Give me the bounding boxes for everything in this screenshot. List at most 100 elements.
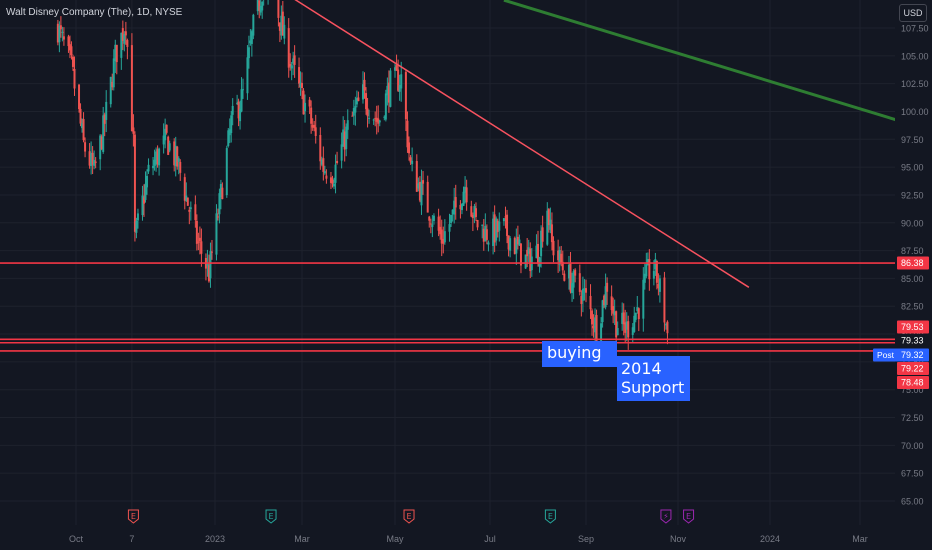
candle-body [527, 247, 530, 254]
candle-body [189, 207, 192, 210]
note-2014-support[interactable]: 2014 Support [617, 356, 690, 401]
candle-body [437, 216, 440, 231]
candle-body [404, 72, 407, 120]
candle-body [549, 219, 552, 230]
time-axis[interactable]: Oct 7 2023 Mar May Jul Sep Nov 2024 Mar [0, 525, 895, 550]
candle-body [81, 123, 84, 129]
candle-body [304, 102, 307, 112]
time-tick-label: Oct [69, 534, 84, 544]
candle-body [474, 208, 477, 217]
earnings-icon[interactable]: E [403, 509, 415, 524]
candle-body [482, 228, 485, 242]
candle-body [372, 119, 375, 121]
candle-body [400, 74, 403, 89]
earnings-icon[interactable]: E [683, 509, 695, 524]
candle-body [560, 253, 563, 263]
candle-body [141, 195, 144, 216]
candle-body [442, 238, 445, 244]
candle-body [411, 160, 414, 165]
candle-body [126, 40, 129, 47]
drawings[interactable] [0, 0, 913, 352]
candle-body [518, 239, 521, 246]
event-marker-letter: E [269, 512, 274, 521]
candle-body [158, 148, 161, 166]
candle-body [631, 327, 634, 335]
earnings-icon[interactable]: E [544, 509, 556, 524]
candle-body [195, 220, 198, 244]
earnings-icon[interactable]: E [265, 509, 277, 524]
currency-button[interactable]: USD [899, 4, 927, 22]
candle-body [308, 99, 311, 107]
earnings-icon[interactable]: E [127, 509, 139, 524]
candle-body [652, 270, 655, 279]
candle-body [261, 1, 264, 11]
candle-body [571, 283, 574, 294]
price-axis-bg [895, 0, 932, 550]
candle-body [666, 321, 669, 334]
candle-body [115, 44, 118, 63]
candle-body [663, 277, 666, 323]
candle-body [378, 120, 381, 123]
candle-body [320, 159, 323, 165]
candle-body [368, 117, 371, 119]
candle-body [194, 204, 197, 221]
downtrend-line[interactable] [287, 0, 750, 288]
candle-body [504, 216, 507, 218]
candle-body [642, 279, 645, 319]
candle-body [622, 312, 625, 325]
candle-body [561, 261, 564, 271]
candle-body [606, 282, 609, 292]
candle-body [293, 55, 296, 65]
candle-body [408, 142, 411, 154]
candle-body [311, 124, 314, 128]
candle-body [657, 283, 660, 289]
dividend-icon[interactable]: ⚡ [660, 509, 672, 524]
candle-body [406, 120, 409, 148]
candle-body [603, 295, 606, 306]
price-tick-label: 102.50 [901, 79, 929, 89]
note-buying[interactable]: buying [542, 341, 617, 367]
price-tick-label: 82.50 [901, 302, 924, 312]
candle-body [440, 229, 443, 244]
green-trend-line[interactable] [503, 0, 913, 127]
candle-body [186, 197, 189, 206]
candle-body [147, 164, 150, 172]
candle-body [179, 162, 182, 173]
time-tick-label: Jul [484, 534, 496, 544]
candle-body [418, 181, 421, 201]
candle-body [313, 124, 316, 128]
symbol-title[interactable]: Walt Disney Company (The), 1D, NYSE [6, 7, 183, 18]
candle-body [68, 44, 71, 51]
time-tick-label: Sep [578, 534, 594, 544]
candle-body [355, 98, 358, 105]
candle-body [453, 200, 456, 215]
candle-body [613, 311, 616, 316]
event-markers[interactable]: E E E E ⚡ E [127, 509, 695, 524]
candle-body [343, 131, 346, 150]
candle-body [658, 278, 661, 292]
candle-body [470, 206, 473, 217]
candle-body [377, 118, 380, 124]
candle-body [422, 180, 425, 184]
price-tick-label: 92.50 [901, 190, 924, 200]
candle-body [325, 175, 328, 179]
candle-body [529, 248, 532, 272]
candle-body [99, 135, 102, 160]
event-marker-shape [403, 509, 415, 524]
candles [56, 0, 669, 359]
candle-body [197, 241, 200, 243]
price-axis[interactable]: 107.50 105.00 102.50 100.00 97.50 95.00 92.50 9… [895, 0, 932, 550]
candle-body [454, 197, 457, 208]
candle-body [646, 259, 649, 266]
candle-body [111, 81, 114, 88]
candle-body [58, 25, 61, 43]
candle-body [615, 311, 618, 338]
post-market-tag [873, 348, 929, 362]
candle-body [130, 45, 133, 132]
candle-body [334, 164, 337, 183]
candle-body [612, 306, 615, 314]
candle-body [121, 28, 124, 41]
candle-body [256, 0, 259, 12]
